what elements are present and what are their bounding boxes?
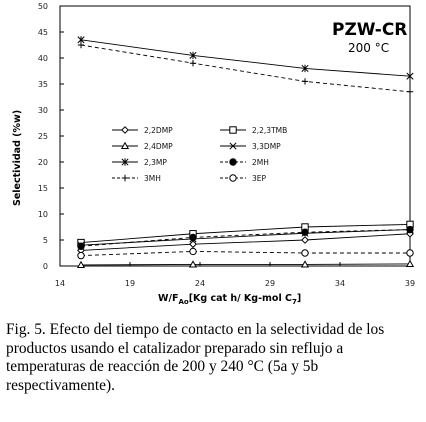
legend-label: 2,4DMP	[144, 142, 173, 151]
x-tick-label: 24	[195, 279, 205, 288]
legend-label: 3EP	[252, 174, 267, 183]
data-point	[405, 259, 415, 267]
data-point	[189, 60, 197, 67]
y-tick-label: 45	[38, 28, 48, 37]
legend-item: 3,3DMP	[220, 142, 281, 151]
y-axis-label: Selectividad (%w)	[12, 110, 23, 206]
legend-marker	[121, 126, 129, 134]
series-line-0	[80, 233, 411, 251]
y-axis-ticks: 0 5 10 15 20 25 30 35 40 45 50	[38, 2, 64, 271]
legend-label: 3MH	[144, 174, 161, 183]
selectivity-chart: 0 5 10 15 20 25 30 35 40 45 50 14 19 24 29 34 39 2,2DMP…	[12, 2, 415, 306]
legend-item: 3EP	[220, 174, 267, 183]
data-point	[188, 260, 198, 268]
data-point	[189, 240, 197, 249]
y-tick-label: 25	[38, 132, 48, 141]
legend-label: 2,2,3TMB	[252, 126, 287, 135]
panel-title: PZW-CR	[332, 20, 407, 40]
y-tick-label: 15	[38, 184, 48, 193]
data-point	[76, 260, 86, 269]
legend-item: 3MH	[112, 174, 161, 183]
x-axis-label: W/FAo[Kg cat h/ Kg-mol C7]	[158, 293, 301, 306]
series-line-7	[80, 250, 410, 257]
legend-marker	[229, 126, 237, 134]
legend-item: 2,4DMP	[112, 141, 173, 151]
y-tick-label: 30	[38, 106, 48, 115]
series-line-1	[80, 223, 411, 244]
x-axis-label-sub2: 7	[292, 298, 297, 306]
legend-label: 2,3MP	[144, 158, 167, 167]
data-point	[301, 249, 309, 257]
x-tick-label: 39	[405, 279, 415, 288]
legend-marker	[229, 174, 237, 182]
legend-label: 3,3DMP	[252, 142, 281, 151]
legend-item: 2,2DMP	[112, 126, 173, 135]
x-tick-label: 19	[125, 279, 135, 288]
y-tick-label: 10	[38, 210, 48, 219]
data-point	[301, 64, 309, 73]
legend-item: 2,3MP	[112, 158, 167, 167]
data-point	[300, 260, 310, 268]
series-line-6	[80, 44, 411, 93]
legend: 2,2DMP 2,2,3TMB 2,4DMP 3,3DMP 2,3MP 2MH 3MH 3EP	[112, 126, 287, 183]
legend-label: 2,2DMP	[144, 126, 173, 135]
data-point	[77, 242, 85, 250]
panel-subtitle: 200 °C	[348, 41, 389, 55]
series-line-4	[80, 39, 411, 77]
data-point	[77, 41, 85, 49]
y-tick-label: 0	[43, 262, 48, 271]
series-line-2	[80, 263, 411, 266]
x-tick-label: 34	[335, 279, 345, 288]
legend-item: 2MH	[220, 158, 269, 167]
legend-label: 2MH	[252, 158, 269, 167]
data-point	[406, 72, 414, 80]
y-tick-label: 20	[38, 158, 48, 167]
data-point	[406, 225, 414, 234]
legend-item: 2,2,3TMB	[220, 126, 287, 135]
legend-marker	[121, 174, 129, 182]
y-tick-label: 40	[38, 54, 48, 63]
figure-caption: Fig. 5. Efecto del tiempo de contacto en…	[6, 321, 385, 394]
legend-marker	[121, 158, 129, 166]
legend-marker	[229, 142, 237, 150]
y-tick-label: 50	[38, 2, 48, 11]
series-line-5	[80, 229, 411, 247]
x-tick-label: 14	[55, 279, 65, 288]
x-axis-label-main: W/F	[158, 293, 178, 304]
legend-marker	[120, 141, 130, 150]
data-point	[406, 249, 414, 257]
x-tick-label: 29	[265, 279, 275, 288]
x-axis-label-end: ]	[297, 293, 301, 304]
data-point	[301, 236, 309, 244]
x-axis-label-sub: Ao	[178, 298, 188, 306]
series-group	[76, 36, 415, 269]
series-line-3	[80, 229, 411, 246]
data-point	[406, 88, 414, 95]
data-point	[301, 228, 309, 236]
data-point	[189, 233, 197, 242]
data-point	[77, 251, 85, 260]
data-point	[189, 51, 197, 60]
data-point	[189, 247, 197, 256]
data-point	[301, 78, 309, 85]
y-tick-label: 5	[43, 236, 48, 245]
x-axis-label-rest: [Kg cat h/ Kg-mol C	[189, 293, 292, 304]
legend-marker	[229, 158, 237, 166]
y-tick-label: 35	[38, 80, 48, 89]
